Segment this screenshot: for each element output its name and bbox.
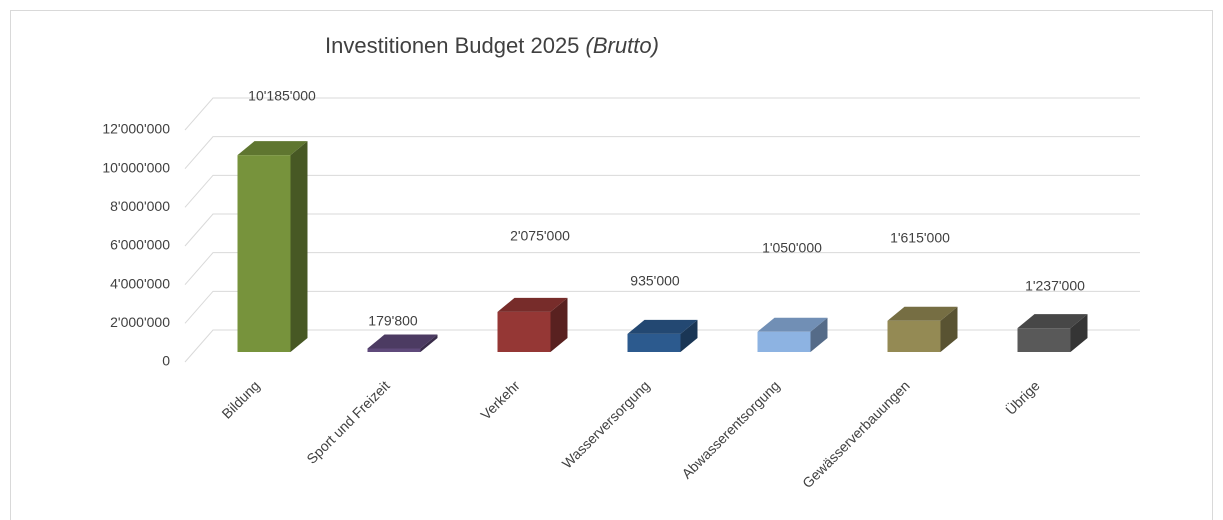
bar — [887, 306, 958, 352]
bar-face — [1017, 328, 1071, 352]
bar-face — [757, 317, 828, 332]
chart-title-group: Investitionen Budget 2025 (Brutto) — [325, 33, 659, 58]
bar-face — [237, 155, 291, 352]
data-label: 10'185'000 — [248, 88, 316, 104]
bar-face — [290, 141, 308, 352]
y-tick-label: 0 — [162, 353, 170, 369]
bar-face — [497, 297, 568, 312]
bar — [627, 319, 698, 352]
bar — [757, 317, 828, 352]
grid-line — [184, 136, 1140, 169]
y-tick-label: 6'000'000 — [110, 237, 170, 253]
bar — [497, 297, 568, 352]
grid-line — [184, 174, 1140, 208]
bar-face — [627, 319, 698, 334]
data-label: 1'237'000 — [1025, 278, 1085, 294]
y-tick-label: 2'000'000 — [110, 314, 170, 330]
bar-face — [940, 306, 958, 352]
data-label: 1'050'000 — [762, 240, 822, 256]
bar-face — [1070, 314, 1088, 352]
bar-face — [1017, 314, 1088, 329]
chart-title: Investitionen Budget 2025 — [325, 33, 579, 58]
grid-line — [184, 97, 1140, 131]
bar-face — [550, 297, 568, 352]
bar — [367, 334, 438, 352]
data-label: 2'075'000 — [510, 228, 570, 244]
bar — [237, 141, 308, 352]
data-label: 935'000 — [630, 273, 680, 289]
y-tick-label: 8'000'000 — [110, 198, 170, 214]
grid-line — [184, 252, 1140, 285]
bar-face — [367, 334, 438, 349]
data-label: 1'615'000 — [890, 230, 950, 246]
bar-face — [627, 333, 681, 352]
bar-face — [757, 331, 811, 352]
bar-face — [237, 141, 308, 156]
bar-face — [810, 317, 828, 352]
y-tick-label: 10'000'000 — [102, 159, 170, 175]
grid-line — [184, 329, 1140, 363]
data-label: 179'800 — [368, 313, 418, 329]
bar — [1017, 314, 1088, 352]
bar-face — [680, 319, 698, 352]
chart-subtitle: (Brutto) — [586, 33, 659, 58]
grid-line — [184, 290, 1140, 324]
y-tick-label: 12'000'000 — [102, 121, 170, 137]
chart-border — [10, 10, 1213, 520]
bar-face — [887, 320, 941, 352]
bar-face — [497, 311, 551, 352]
grid-line — [184, 213, 1140, 247]
bar-face — [367, 348, 421, 352]
bar-face — [420, 334, 438, 352]
y-tick-label: 4'000'000 — [110, 275, 170, 291]
bar-face — [887, 306, 958, 321]
